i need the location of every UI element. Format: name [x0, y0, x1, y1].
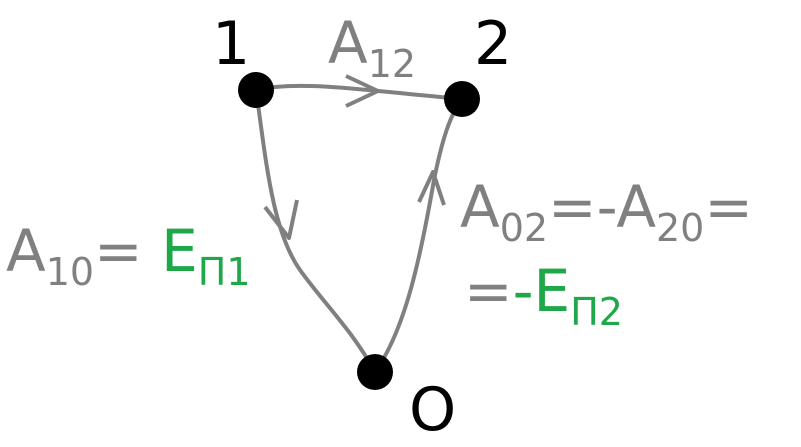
path-0-to-2	[373, 97, 464, 374]
arrow-1-to-2-icon	[345, 74, 380, 108]
work-a20-eq: =	[704, 173, 753, 241]
energy-ep2-sub: П2	[570, 290, 623, 334]
energy-ep2-main: E	[533, 257, 571, 325]
work-a02-main: A	[460, 173, 500, 241]
energy-ep2-equation: =-EП2	[464, 262, 623, 331]
point-1-label: 1	[212, 9, 251, 79]
work-a10-equation: A10= EП1	[6, 222, 251, 291]
point-2	[444, 81, 480, 117]
energy-ep1-main: E	[161, 217, 198, 285]
work-a20-main: A	[616, 173, 656, 241]
work-a02-equation: A02=-A20=	[460, 178, 753, 247]
energy-ep2-neg: -	[512, 257, 534, 325]
work-a12-label: A12	[328, 14, 416, 83]
point-0	[357, 354, 393, 390]
work-a10-sub: 10	[45, 250, 95, 294]
point-1	[238, 72, 274, 108]
work-a02-sub: 02	[499, 206, 549, 250]
arrow-1-to-0-icon	[263, 199, 299, 240]
path-1-to-2	[255, 83, 463, 101]
point-0-label: O	[409, 375, 457, 445]
arrow-0-to-2-icon	[417, 170, 446, 206]
work-a20-neg: -	[596, 173, 617, 241]
energy-ep2-prefix: =	[464, 257, 513, 325]
work-a10-main: A	[6, 217, 46, 285]
point-2-label: 2	[474, 9, 513, 79]
work-a12-main: A	[328, 9, 368, 77]
energy-ep1-sub: П1	[197, 250, 251, 294]
path-1-to-0	[254, 89, 377, 373]
work-a10-eq: =	[94, 217, 143, 285]
work-a20-sub: 20	[656, 206, 705, 250]
work-a02-eq: =	[548, 173, 597, 241]
work-a12-sub: 12	[367, 42, 417, 86]
